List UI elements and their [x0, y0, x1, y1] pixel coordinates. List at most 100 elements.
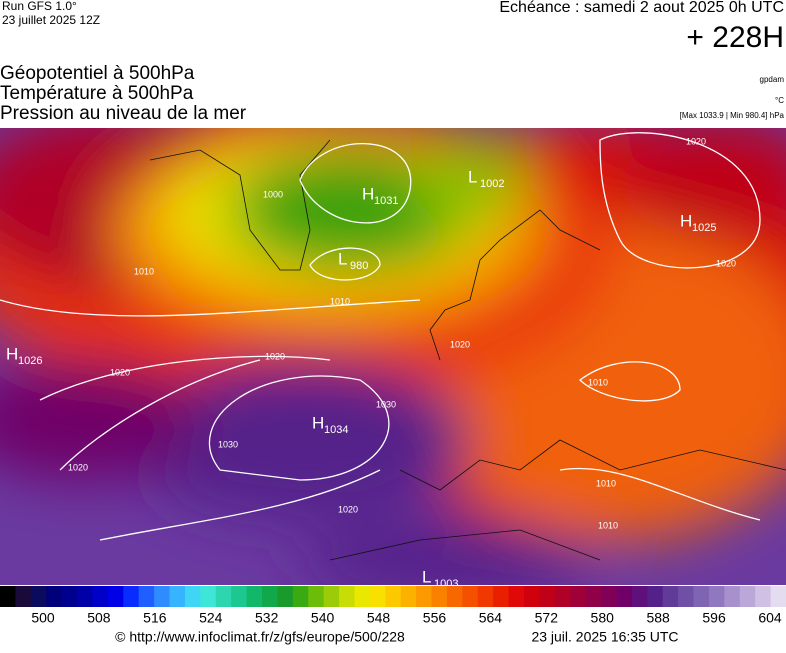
scale-cell [123, 586, 140, 607]
scale-label: 604 [758, 610, 782, 626]
isobar-label: 1020 [68, 462, 88, 472]
scale-cell [601, 586, 617, 607]
center-value: 1031 [374, 195, 398, 207]
center-letter: L [468, 167, 477, 186]
scale-cell [739, 586, 756, 607]
center-value: 1034 [324, 424, 348, 436]
isobar-label: 1010 [598, 520, 618, 530]
scale-cell [107, 586, 124, 607]
scale-label: 540 [311, 610, 335, 626]
scale-cell [77, 586, 93, 607]
scale-cell [200, 586, 217, 607]
scale-cell [15, 586, 32, 607]
scale-cell [416, 586, 433, 607]
scale-cell [61, 586, 78, 607]
scale-cell [724, 586, 741, 607]
scale-label: 532 [255, 610, 279, 626]
isobar-label: 1030 [218, 439, 238, 449]
isobar-labels: 1010 1020 1020 1030 1020 1020 1020 1020 1010 1010… [68, 136, 736, 530]
scale-cell [539, 586, 556, 607]
map [0, 128, 786, 585]
scale-label: 516 [143, 610, 167, 626]
scale-cell [493, 586, 510, 607]
scale-cell [446, 586, 463, 607]
scale-cell [508, 586, 525, 607]
scale-label: 524 [199, 610, 223, 626]
scale-cell [46, 586, 63, 607]
center-value: 980 [350, 260, 368, 272]
center-value: 1025 [692, 222, 716, 234]
scale-cell [92, 586, 109, 607]
scale-cell [570, 586, 587, 607]
run-label: Run GFS 1.0° [2, 0, 77, 13]
scale-label: 572 [535, 610, 559, 626]
center-letter: L [338, 249, 347, 268]
scale-cell [292, 586, 309, 607]
isobar-label: 1010 [134, 266, 154, 276]
center-value: 1002 [480, 178, 504, 190]
scale-cell [755, 586, 772, 607]
isobar-label: 1000 [263, 189, 283, 199]
lead-time: + 228H [686, 21, 784, 54]
isobar-label: 1020 [338, 504, 358, 514]
scale-label: 548 [367, 610, 391, 626]
center-letter: H [362, 184, 374, 203]
isobar-label: 1020 [110, 367, 130, 377]
scale-label: 500 [31, 610, 55, 626]
footer-url: © http://www.infoclimat.fr/z/gfs/europe/… [115, 629, 405, 645]
scale-cell [246, 586, 263, 607]
scale-cell [585, 586, 602, 607]
scale-cell [431, 586, 448, 607]
scale-cell [277, 586, 294, 607]
isobar-label: 1020 [450, 339, 470, 349]
scale-cell [462, 586, 479, 607]
scale-cell [662, 586, 679, 607]
isobar-label: 1010 [596, 478, 616, 488]
scale-label: 508 [87, 610, 111, 626]
isobar-label: 1020 [686, 136, 706, 146]
scale-cell [231, 586, 248, 607]
scale-cell [215, 586, 232, 607]
scale-cell [477, 586, 494, 607]
scale-cell [770, 586, 786, 607]
title-line: Pression au niveau de la mer [0, 103, 247, 124]
scale-cell [708, 586, 725, 607]
scale-cell [369, 586, 386, 607]
scale-label: 580 [591, 610, 615, 626]
scale-cell [323, 586, 340, 607]
scale-cell [339, 586, 355, 607]
center-value: 1026 [18, 355, 42, 367]
unit-geo: gpdam [760, 75, 785, 84]
scale-cell [262, 586, 278, 607]
scale-cell [678, 586, 695, 607]
color-scale: 500 508 516 524 532 540 548 556 564 572 580 588 596 6… [0, 586, 786, 626]
isobar-label: 1020 [265, 351, 285, 361]
isobar-label: 1020 [716, 258, 736, 268]
scale-cell [631, 586, 648, 607]
title-line: Température à 500hPa [0, 83, 194, 104]
scale-cell [0, 586, 16, 607]
scale-cell [524, 586, 540, 607]
scale-cell [400, 586, 417, 607]
footer-timestamp: 23 juil. 2025 16:35 UTC [531, 629, 678, 645]
scale-cell [354, 586, 371, 607]
title-line: Géopotentiel à 500hPa [0, 63, 195, 84]
isobar-label: 1010 [330, 296, 350, 306]
echeance: Echéance : samedi 2 aout 2025 0h UTC [499, 0, 784, 16]
scale-cell [169, 586, 186, 607]
scale-cell [647, 586, 664, 607]
unit-temp: °C [775, 96, 784, 105]
isobar-label: 1010 [588, 377, 608, 387]
scale-label: 564 [479, 610, 503, 626]
center-letter: H [6, 344, 18, 363]
scale-label: 556 [423, 610, 447, 626]
scale-cell [184, 586, 201, 607]
center-letter: H [312, 413, 324, 432]
scale-cell [385, 586, 402, 607]
isobar-label: 1030 [376, 399, 396, 409]
scale-cell [616, 586, 633, 607]
scale-cell [554, 586, 571, 607]
scale-cell [308, 586, 325, 607]
